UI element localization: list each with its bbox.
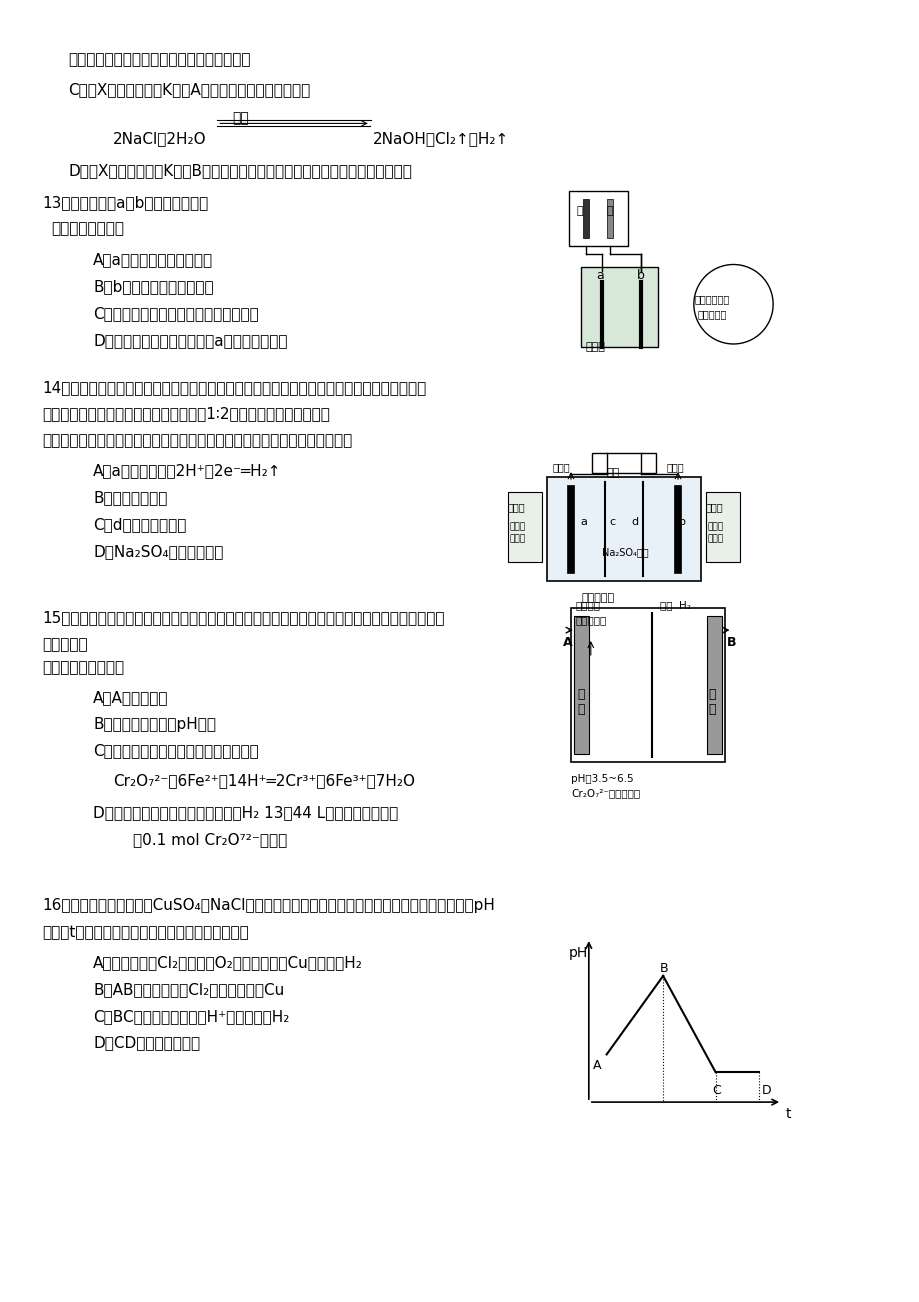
Text: 离子交换膜: 离子交换膜: [581, 594, 614, 603]
Text: 产物丁: 产物丁: [705, 503, 722, 512]
Text: 温同压下，气体甲与气体乙的体积比约为1∶2，下列有关说法正确的是: 温同压下，气体甲与气体乙的体积比约为1∶2，下列有关说法正确的是: [41, 406, 329, 422]
Text: b: b: [678, 517, 686, 527]
Text: 稀硫酸: 稀硫酸: [585, 342, 605, 352]
Text: 电解: 电解: [232, 112, 248, 125]
Text: a: a: [579, 517, 586, 527]
Text: C．稀硫酸中硫酸根离子的物质的量不变: C．稀硫酸中硫酸根离子的物质的量不变: [93, 306, 259, 322]
Text: 气体乙: 气体乙: [665, 462, 683, 473]
Text: 隔膜  H₂: 隔膜 H₂: [660, 600, 690, 611]
Text: 有0.1 mol Cr₂O⁷²⁻被还原: 有0.1 mol Cr₂O⁷²⁻被还原: [133, 832, 287, 846]
Text: a: a: [596, 270, 604, 283]
Text: 14．电解硫酸钠溶液生产硫酸和烧碱的装置如图所示，其中阴极和阳极均为惰性电极。测得同: 14．电解硫酸钠溶液生产硫酸和烧碱的装置如图所示，其中阴极和阳极均为惰性电极。测…: [41, 380, 425, 395]
Bar: [583, 199, 588, 238]
Text: 意图如右，: 意图如右，: [41, 637, 87, 652]
Bar: [547, 477, 700, 582]
Text: 几乎不含: 几乎不含: [575, 600, 600, 611]
Bar: [705, 492, 740, 561]
Bar: [706, 616, 720, 754]
Text: C: C: [712, 1085, 720, 1098]
Circle shape: [693, 264, 772, 344]
Text: B．AB段阳极只产生Cl₂，阴极只产生Cu: B．AB段阳极只产生Cl₂，阴极只产生Cu: [93, 982, 284, 997]
Text: 铁: 铁: [576, 687, 584, 700]
Text: 电源: 电源: [606, 469, 619, 478]
Text: pH为3.5~6.5: pH为3.5~6.5: [571, 775, 633, 784]
Text: 2NaOH＋Cl₂↑＋H₂↑: 2NaOH＋Cl₂↑＋H₂↑: [372, 132, 508, 146]
Text: 15．某工厂采用电解法处理含铬废水，耐酸电解槽用铁板作阴、阳极，槽中盛放含铬废水，原理示: 15．某工厂采用电解法处理含铬废水，耐酸电解槽用铁板作阴、阳极，槽中盛放含铬废水…: [41, 611, 444, 625]
Text: A．A为电源正极: A．A为电源正极: [93, 690, 169, 704]
Text: b: b: [636, 270, 643, 283]
Text: A: A: [562, 637, 572, 650]
Bar: [573, 616, 588, 754]
Text: Cr₂O₇²⁻为主的废水: Cr₂O₇²⁻为主的废水: [571, 788, 640, 798]
Text: D．CD段相当于电解水: D．CD段相当于电解水: [93, 1035, 200, 1051]
Text: C．d为阴离子交换膜: C．d为阴离子交换膜: [93, 517, 187, 531]
Text: 下列叙述正确的是: 下列叙述正确的是: [51, 221, 125, 236]
Text: B．产物丙为硫酸: B．产物丙为硫酸: [93, 490, 167, 505]
Text: 六价铬的水: 六价铬的水: [575, 616, 607, 625]
Bar: [568, 191, 628, 246]
Text: 板: 板: [708, 703, 716, 716]
Text: 稀溶液: 稀溶液: [509, 535, 525, 544]
Text: B: B: [660, 962, 668, 975]
Text: 含丁的: 含丁的: [707, 522, 723, 531]
Text: d: d: [630, 517, 638, 527]
Bar: [591, 453, 655, 473]
Text: 13．如图所示，a、b是两根石墨棒。: 13．如图所示，a、b是两根石墨棒。: [41, 195, 208, 210]
Bar: [507, 492, 541, 561]
Text: 板: 板: [576, 703, 584, 716]
Text: 用饱和食盐水: 用饱和食盐水: [694, 294, 730, 305]
Text: （说明：阳离子交换膜只允许阳离子通过，阴离子交换膜只允许阴离子通过）: （说明：阳离子交换膜只允许阳离子通过，阴离子交换膜只允许阴离子通过）: [41, 434, 352, 448]
Bar: [571, 608, 724, 762]
Text: D．若X为碳棒，开关K置于B处，在铁棒附近滴入硫氰化钾溶液可看到溶液变红色: D．若X为碳棒，开关K置于B处，在铁棒附近滴入硫氰化钾溶液可看到溶液变红色: [69, 163, 412, 178]
Text: D．往滤纸上滴加酚酞试液，a极附近颜色变红: D．往滤纸上滴加酚酞试液，a极附近颜色变红: [93, 333, 288, 348]
Text: C．阳极区溶液中发生的氧化还原反应为: C．阳极区溶液中发生的氧化还原反应为: [93, 743, 259, 758]
Text: A．a电极反应式为2H⁺＋2e⁻═H₂↑: A．a电极反应式为2H⁺＋2e⁻═H₂↑: [93, 464, 281, 478]
Text: A．阳极先析出Cl₂，后析出O₂，阴极先产生Cu，后析出H₂: A．阳极先析出Cl₂，后析出O₂，阴极先产生Cu，后析出H₂: [93, 956, 363, 970]
Text: Cr₂O₇²⁻＋6Fe²⁺＋14H⁺═2Cr³⁺＋6Fe³⁺＋7H₂O: Cr₂O₇²⁻＋6Fe²⁺＋14H⁺═2Cr³⁺＋6Fe³⁺＋7H₂O: [113, 773, 414, 788]
Text: D．Na₂SO₄溶液浓度增大: D．Na₂SO₄溶液浓度增大: [93, 544, 223, 559]
Text: C．若X为铜棒，开关K置于A处，装置中发生的总反应为: C．若X为铜棒，开关K置于A处，装置中发生的总反应为: [69, 82, 311, 96]
Text: A．a是正极，发生还原反应: A．a是正极，发生还原反应: [93, 253, 213, 268]
Bar: [566, 486, 573, 573]
Bar: [674, 486, 680, 573]
Bar: [580, 267, 657, 346]
Text: 含丙的: 含丙的: [509, 522, 525, 531]
Text: 铁: 铁: [708, 687, 716, 700]
Text: t: t: [785, 1107, 790, 1121]
Text: 随时间t变化的曲线如图所示，则下列说法错误的是: 随时间t变化的曲线如图所示，则下列说法错误的是: [41, 926, 248, 940]
Text: B．b是阳极，发生氧化反应: B．b是阳极，发生氧化反应: [93, 280, 214, 294]
Text: 产物丙: 产物丙: [507, 503, 525, 512]
Text: 浸湿的滤纸: 浸湿的滤纸: [698, 309, 726, 319]
Text: B．阴极区附近溶液pH降低: B．阴极区附近溶液pH降低: [93, 716, 216, 732]
Text: Na₂SO₄溶液: Na₂SO₄溶液: [601, 547, 648, 557]
Text: 铜: 铜: [606, 206, 613, 216]
Text: 气体甲: 气体甲: [551, 462, 569, 473]
Text: D．若不考虑气体的溶解，当收集到H₂ 13．44 L（标准状况）时，: D．若不考虑气体的溶解，当收集到H₂ 13．44 L（标准状况）时，: [93, 805, 398, 820]
Text: 稀溶液: 稀溶液: [707, 535, 723, 544]
Text: 2NaCl＋2H₂O: 2NaCl＋2H₂O: [113, 132, 207, 146]
Text: c: c: [609, 517, 615, 527]
Text: 的腐蚀，这种方法称为牺牲阴极的阳极保护法: 的腐蚀，这种方法称为牺牲阴极的阳极保护法: [69, 52, 251, 66]
Text: B: B: [726, 637, 735, 650]
Text: A: A: [592, 1060, 601, 1073]
Text: D: D: [762, 1085, 771, 1098]
Text: 16．将等物质的量浓度的CuSO₄和NaCl等体积混合后，用石墨电极进行电解，电解过程中，溶液pH: 16．将等物质的量浓度的CuSO₄和NaCl等体积混合后，用石墨电极进行电解，电…: [41, 898, 494, 914]
Text: 下列说法不正确的是: 下列说法不正确的是: [41, 660, 124, 674]
Text: 锌: 锌: [576, 206, 583, 216]
Text: pH: pH: [568, 947, 587, 960]
Text: C．BC段表示在阴极上是H⁺放电产生了H₂: C．BC段表示在阴极上是H⁺放电产生了H₂: [93, 1009, 289, 1023]
Bar: [606, 199, 612, 238]
